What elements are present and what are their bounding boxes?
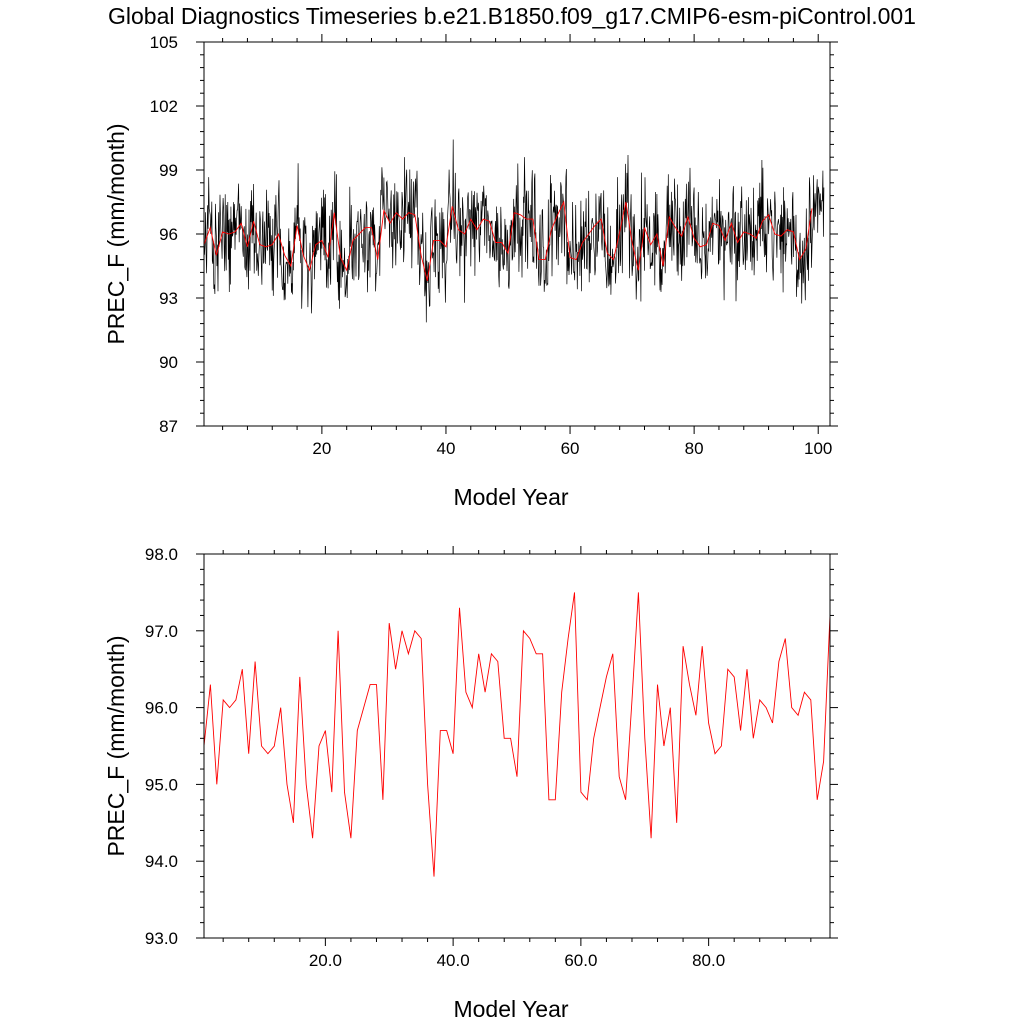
x-tick-label: 40 xyxy=(437,439,456,458)
x-tick-label: 100 xyxy=(804,439,832,458)
y-tick-label: 94.0 xyxy=(145,852,178,871)
figure-title: Global Diagnostics Timeseries b.e21.B185… xyxy=(108,3,916,29)
y-tick-label: 102 xyxy=(150,97,178,116)
series-annual-mean xyxy=(203,592,831,877)
x-tick-label: 80 xyxy=(685,439,704,458)
bottom-tick-layer: 20.0 40.0 60.0 80.0 93.0 94.0 95.0 96.0 97.0 98.0 xyxy=(145,545,838,970)
x-tick-label: 20.0 xyxy=(309,951,342,970)
bottom-x-axis-label: Model Year xyxy=(453,996,568,1022)
y-tick-label: 96.0 xyxy=(145,699,178,718)
bottom-series-layer xyxy=(203,592,831,877)
y-tick-label: 105 xyxy=(150,33,178,52)
y-tick-label: 90 xyxy=(159,353,178,372)
y-tick-label: 93 xyxy=(159,289,178,308)
top-tick-layer: 20 40 60 80 100 87 90 93 96 99 102 105 xyxy=(150,33,838,458)
top-y-axis-label: PREC_F (mm/month) xyxy=(103,123,129,344)
y-tick-label: 87 xyxy=(159,417,178,436)
y-tick-label: 98.0 xyxy=(145,545,178,564)
y-tick-label: 95.0 xyxy=(145,775,178,794)
top-plot-frame xyxy=(203,41,831,427)
y-tick-label: 99 xyxy=(159,161,178,180)
bottom-plot-frame xyxy=(203,553,831,939)
top-panel: 20 40 60 80 100 87 90 93 96 99 102 105 Model Year P… xyxy=(103,33,838,510)
top-series-layer xyxy=(203,139,825,323)
x-tick-label: 60.0 xyxy=(564,951,597,970)
series-monthly xyxy=(203,139,825,323)
y-tick-label: 93.0 xyxy=(145,929,178,948)
x-tick-label: 80.0 xyxy=(692,951,725,970)
x-tick-label: 60 xyxy=(561,439,580,458)
top-x-axis-label: Model Year xyxy=(453,484,568,510)
series-annual-mean xyxy=(203,200,813,282)
x-tick-label: 20 xyxy=(312,439,331,458)
x-tick-label: 40.0 xyxy=(437,951,470,970)
y-tick-label: 97.0 xyxy=(145,622,178,641)
y-tick-label: 96 xyxy=(159,225,178,244)
bottom-panel: 20.0 40.0 60.0 80.0 93.0 94.0 95.0 96.0 97.0 98.0… xyxy=(103,545,838,1022)
bottom-y-axis-label: PREC_F (mm/month) xyxy=(103,635,129,856)
